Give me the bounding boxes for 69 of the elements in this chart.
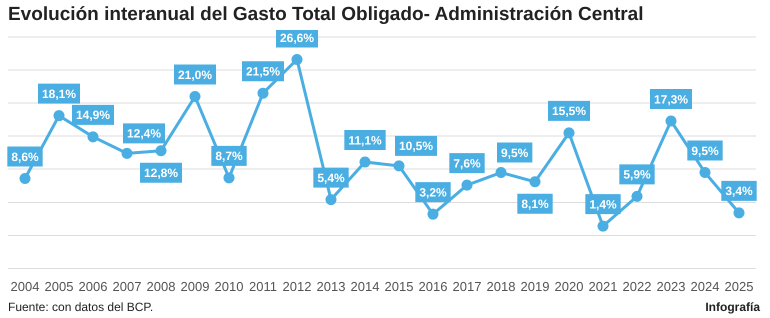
x-tick-label: 2010 — [214, 278, 244, 294]
data-label: 9,5% — [500, 146, 529, 160]
point — [88, 131, 98, 142]
x-tick-label: 2022 — [622, 278, 652, 294]
point — [734, 207, 744, 218]
point — [326, 194, 336, 206]
x-tick-label: 2014 — [350, 278, 380, 294]
x-tick-label: 2013 — [316, 278, 346, 294]
x-tick-label: 2007 — [112, 278, 142, 294]
data-label: 5,9% — [623, 168, 651, 182]
point — [122, 148, 132, 159]
data-label: 8,6% — [11, 150, 39, 164]
x-tick-label: 2015 — [384, 278, 414, 294]
source-note: Fuente: con datos del BCP. — [8, 300, 154, 314]
point — [292, 54, 302, 65]
point — [20, 172, 30, 184]
data-label: 12,4% — [126, 126, 162, 141]
point — [360, 156, 370, 168]
x-tick-label: 2025 — [724, 278, 754, 294]
x-tick-label: 2012 — [282, 278, 312, 294]
data-label: 12,8% — [144, 166, 178, 180]
x-tick-label: 2006 — [78, 278, 108, 294]
point — [54, 110, 64, 122]
point — [224, 172, 234, 184]
data-label: 9,5% — [691, 144, 719, 158]
data-label: 10,5% — [398, 139, 434, 154]
x-tick-label: 2008 — [146, 278, 176, 294]
point — [156, 145, 166, 156]
point — [258, 88, 268, 99]
point — [564, 127, 574, 138]
x-tick-label: 2019 — [520, 278, 550, 294]
x-tick-label: 2018 — [486, 278, 516, 294]
x-tick-label: 2004 — [10, 278, 40, 294]
x-tick-label: 2017 — [452, 278, 482, 294]
data-label: 15,5% — [552, 104, 586, 118]
data-label: 14,9% — [76, 108, 110, 122]
data-label: 7,6% — [453, 156, 481, 170]
point — [394, 160, 404, 172]
point — [666, 115, 676, 126]
point — [496, 167, 506, 178]
x-tick-label: 2009 — [180, 278, 210, 294]
data-label: 18,1% — [42, 86, 76, 101]
point — [428, 208, 438, 220]
point — [190, 91, 200, 102]
data-label: 21,0% — [178, 68, 212, 82]
data-label: 21,5% — [246, 64, 280, 79]
data-label: 8,1% — [521, 197, 549, 212]
x-tick-label: 2021 — [588, 278, 618, 294]
x-tick-label: 2016 — [418, 278, 448, 294]
x-tick-label: 2005 — [44, 278, 74, 294]
data-label: 5,4% — [317, 170, 345, 185]
x-tick-label: 2011 — [249, 278, 277, 294]
data-label: 26,6% — [280, 30, 314, 45]
data-label: 1,4% — [589, 197, 617, 212]
point — [632, 190, 642, 202]
point — [700, 167, 710, 178]
text: Infografía — [705, 300, 760, 314]
point — [462, 180, 472, 191]
data-label: 3,4% — [725, 184, 753, 198]
point — [598, 220, 608, 232]
data-label: 17,3% — [654, 92, 688, 106]
x-tick-label: 2023 — [656, 278, 686, 294]
x-tick-label: 2020 — [554, 278, 584, 294]
point — [530, 176, 540, 188]
data-label: 11,1% — [348, 133, 382, 148]
data-label: 3,2% — [419, 186, 447, 200]
chart-title: Evolución interanual del Gasto Total Obligado- Administración Central — [7, 3, 645, 27]
data-label: 8,7% — [215, 149, 243, 164]
x-tick-label: 2024 — [690, 278, 720, 294]
